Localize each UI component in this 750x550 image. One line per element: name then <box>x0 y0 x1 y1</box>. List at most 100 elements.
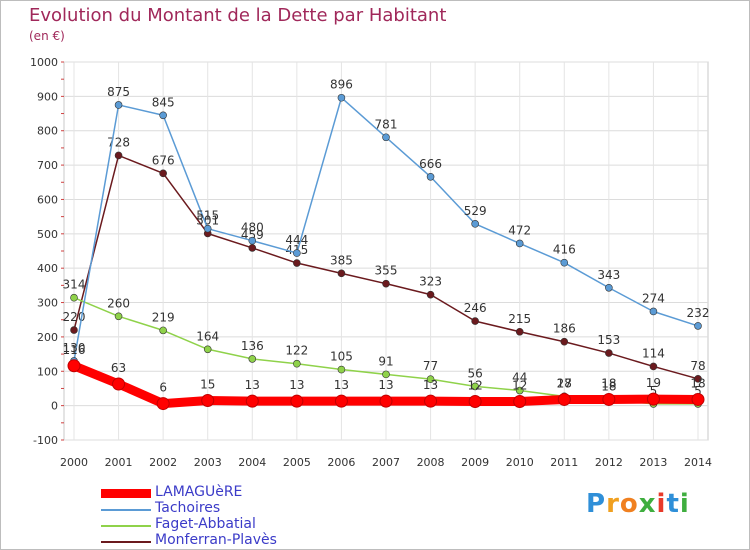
y-tick-label: 900 <box>37 90 58 103</box>
data-point <box>694 322 702 330</box>
data-label: 274 <box>642 291 665 305</box>
data-point <box>560 337 569 346</box>
data-point <box>70 293 78 302</box>
data-label: 343 <box>597 268 620 282</box>
y-tick-label: 1000 <box>30 56 58 69</box>
data-point <box>471 317 479 325</box>
x-tick-label: 2008 <box>417 456 445 469</box>
data-point <box>293 259 301 267</box>
proxiti-logo: Proxiti <box>586 489 690 519</box>
data-point <box>646 392 660 406</box>
data-label: 153 <box>597 333 620 347</box>
data-label: 385 <box>330 253 353 267</box>
data-point <box>382 279 390 288</box>
data-label: 56 <box>468 366 483 380</box>
data-point <box>114 312 123 321</box>
data-point <box>468 395 482 409</box>
data-label: 323 <box>419 275 442 289</box>
data-point <box>67 359 81 373</box>
data-point <box>203 224 212 233</box>
data-point <box>248 244 257 252</box>
data-point <box>471 220 479 228</box>
data-point <box>515 239 524 248</box>
legend-swatch <box>101 509 151 511</box>
x-tick-label: 2009 <box>461 456 489 469</box>
data-point <box>557 392 571 406</box>
data-label: 12 <box>468 379 483 393</box>
data-label: 78 <box>690 359 705 373</box>
chart-title: Evolution du Montant de la Dette par Hab… <box>29 5 447 26</box>
data-point <box>159 111 167 120</box>
data-point <box>248 236 257 245</box>
data-label: 5 <box>650 384 658 398</box>
y-tick-label: 400 <box>37 262 58 275</box>
x-tick-label: 2004 <box>238 456 266 469</box>
x-tick-label: 2014 <box>684 456 712 469</box>
data-label: 27 <box>557 376 572 390</box>
data-point <box>379 394 393 408</box>
logo-letter: x <box>638 489 657 519</box>
data-point <box>382 133 390 142</box>
data-point <box>203 345 212 354</box>
data-point <box>694 375 702 383</box>
x-tick-label: 2011 <box>550 456 578 469</box>
logo-letter: i <box>656 489 667 519</box>
chart-subtitle: (en €) <box>29 29 65 43</box>
data-label: 13 <box>334 378 349 392</box>
y-tick-label: 800 <box>37 125 58 138</box>
data-label: 63 <box>111 361 126 375</box>
logo-letter: t <box>666 489 680 519</box>
y-tick-label: 100 <box>37 365 58 378</box>
data-label: 529 <box>464 204 487 218</box>
data-label: 122 <box>285 344 308 358</box>
data-label: 845 <box>152 95 175 109</box>
data-label: 480 <box>241 221 264 235</box>
y-tick-label: 300 <box>37 297 58 310</box>
y-tick-label: 200 <box>37 331 58 344</box>
data-label: 896 <box>330 78 353 92</box>
y-tick-label: 700 <box>37 159 58 172</box>
data-label: 416 <box>553 243 576 257</box>
x-tick-label: 2010 <box>506 456 534 469</box>
data-point <box>156 397 170 411</box>
data-point <box>513 395 527 409</box>
data-label: 44 <box>512 371 527 385</box>
x-tick-label: 2012 <box>595 456 623 469</box>
data-point <box>70 326 78 334</box>
data-label: 444 <box>285 233 308 247</box>
data-label: 314 <box>63 278 86 292</box>
data-point <box>605 349 613 357</box>
x-tick-label: 2005 <box>283 456 311 469</box>
data-point <box>560 258 569 267</box>
data-point <box>159 326 167 335</box>
legend-swatch <box>101 489 151 498</box>
data-point <box>337 269 346 278</box>
data-point <box>114 151 123 160</box>
y-tick-label: 500 <box>37 228 58 241</box>
data-point <box>293 359 301 368</box>
data-label: 105 <box>330 350 353 364</box>
data-label: 13 <box>378 378 393 392</box>
data-label: 19 <box>646 376 661 390</box>
x-tick-label: 2000 <box>60 456 88 469</box>
data-label: 219 <box>152 310 175 324</box>
data-point <box>334 394 348 408</box>
logo-letter: o <box>619 489 639 519</box>
x-tick-label: 2001 <box>105 456 133 469</box>
data-label: 515 <box>196 209 219 223</box>
data-point <box>426 172 435 181</box>
data-point <box>426 290 435 299</box>
data-label: 6 <box>159 381 167 395</box>
data-point <box>605 283 613 292</box>
data-point <box>159 169 167 178</box>
data-label: 676 <box>152 153 175 167</box>
x-tick-label: 2006 <box>327 456 355 469</box>
data-label: 130 <box>63 341 86 355</box>
data-point <box>112 377 126 391</box>
legend-label: Faget-Abbatial <box>155 516 256 532</box>
data-label: 18 <box>601 379 616 393</box>
data-label: 15 <box>200 377 215 391</box>
data-label: 13 <box>245 378 260 392</box>
data-label: 875 <box>107 85 130 99</box>
